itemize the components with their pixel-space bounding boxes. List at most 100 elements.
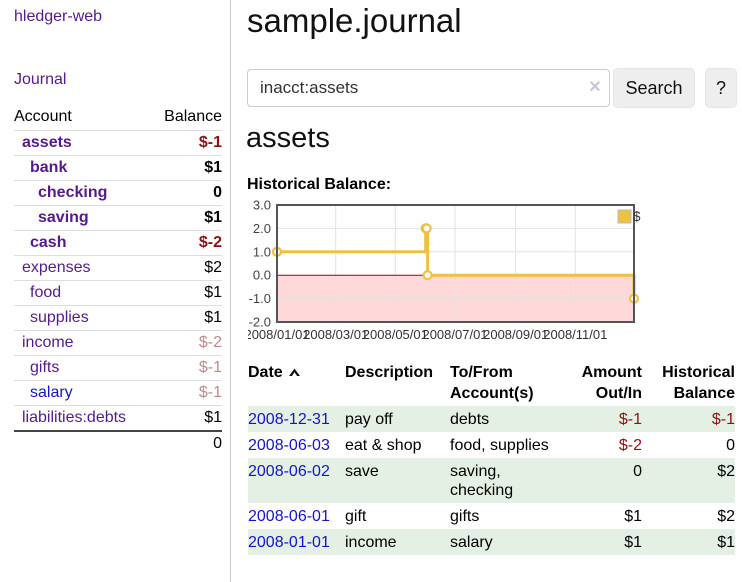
- search-input[interactable]: [247, 69, 610, 107]
- account-name-cell: bank: [14, 155, 152, 181]
- transaction-date-link[interactable]: 2008-12-31: [248, 411, 330, 428]
- account-name-cell: income: [14, 330, 152, 356]
- accounts-header-row: Account Balance: [14, 105, 222, 131]
- accounts-total-balance: 0: [14, 430, 222, 456]
- register-balance-cell: $2: [717, 508, 735, 525]
- transaction-date-link[interactable]: 2008-06-03: [248, 437, 330, 454]
- register-row: 2008-01-01 income salary $1 $1: [248, 529, 735, 555]
- x-axis-tick-label: 2008/05/01: [363, 327, 428, 342]
- account-balance: $1: [151, 280, 222, 306]
- account-link-supplies[interactable]: supplies: [30, 309, 89, 326]
- register-amount-cell: $-2: [618, 437, 642, 454]
- accounts-header-account: Account: [14, 108, 72, 125]
- account-balance: $-1: [151, 130, 222, 156]
- transaction-date-link[interactable]: 2008-06-02: [248, 463, 330, 480]
- register-header-date[interactable]: Date: [248, 360, 345, 406]
- accounts-total-row: 0: [14, 430, 222, 456]
- account-heading: assets: [246, 122, 330, 154]
- brand-link[interactable]: hledger-web: [14, 8, 103, 25]
- account-link-saving[interactable]: saving: [38, 209, 89, 226]
- register-date-cell: 2008-06-03: [248, 432, 345, 458]
- account-balance: $-1: [151, 380, 222, 406]
- register-row: 2008-12-31 pay off debts $-1 $-1: [248, 406, 735, 432]
- y-axis-tick-label: 1.0: [253, 244, 271, 259]
- transaction-date-link[interactable]: 2008-06-01: [248, 508, 330, 525]
- account-link-cash[interactable]: cash: [30, 234, 67, 251]
- register-accounts-cell: food, supplies: [450, 437, 549, 454]
- account-link-liabilities-debts[interactable]: liabilities:debts: [22, 409, 127, 426]
- register-header-date-label: Date: [248, 364, 283, 381]
- account-row: saving $1: [14, 205, 222, 231]
- account-row: income $-2: [14, 330, 222, 356]
- search-button[interactable]: Search: [613, 68, 695, 108]
- register-date-cell: 2008-01-01: [248, 529, 345, 555]
- register-header-row: Date Description To/From Account(s) Amou…: [248, 360, 735, 406]
- account-row: gifts $-1: [14, 355, 222, 381]
- register-description-cell: income: [345, 529, 450, 555]
- account-name-cell: checking: [14, 180, 152, 206]
- account-link-gifts[interactable]: gifts: [30, 359, 60, 376]
- register-accounts-cell: salary: [450, 529, 562, 555]
- account-name-cell: assets: [14, 130, 152, 156]
- account-name-cell: liabilities:debts: [14, 405, 152, 431]
- account-name-cell: food: [14, 280, 152, 306]
- data-point: [422, 270, 433, 281]
- register-amount-cell: $1: [562, 529, 642, 555]
- x-axis-tick-label: 2008/01/01: [248, 327, 310, 342]
- account-name-cell: gifts: [14, 355, 152, 381]
- account-link-food[interactable]: food: [30, 284, 62, 301]
- register-table: Date Description To/From Account(s) Amou…: [248, 360, 735, 555]
- register-row: 2008-06-03 eat & shop food, supplies $-2 0: [248, 432, 735, 458]
- register-amount-cell: $1: [624, 508, 642, 525]
- register-description-cell: gift: [345, 508, 367, 525]
- register-date-cell: 2008-06-02: [248, 458, 345, 503]
- register-amount-cell: 0: [562, 458, 642, 503]
- account-name-cell: saving: [14, 205, 152, 231]
- register-balance-cell: $1: [642, 529, 735, 555]
- y-axis-tick-label: 2.0: [253, 221, 271, 236]
- account-row: expenses $2: [14, 255, 222, 281]
- clear-search-icon[interactable]: ×: [589, 76, 601, 98]
- register-balance-cell: 0: [726, 437, 735, 454]
- account-name-cell: cash: [14, 230, 152, 256]
- help-button[interactable]: ?: [705, 68, 737, 108]
- sidebar-item-journal[interactable]: Journal: [14, 71, 67, 88]
- account-balance: $1: [151, 205, 222, 231]
- account-link-expenses[interactable]: expenses: [22, 259, 91, 276]
- register-description-cell: save: [345, 458, 450, 503]
- register-row: 2008-06-02 save saving, checking 0 $2: [248, 458, 735, 503]
- chart-border: [276, 204, 635, 323]
- account-balance: $-1: [151, 355, 222, 381]
- y-axis-tick-label: -1.0: [249, 291, 271, 306]
- transaction-date-link[interactable]: 2008-01-01: [248, 534, 330, 551]
- register-description-cell: eat & shop: [345, 437, 422, 454]
- register-row: 2008-06-01 gift gifts $1 $2: [248, 503, 735, 529]
- sidebar: hledger-web Journal Account Balance asse…: [0, 0, 231, 582]
- account-balance: $1: [151, 155, 222, 181]
- register-header-accounts: To/From Account(s): [450, 364, 534, 402]
- register-balance-cell: $-1: [642, 406, 735, 432]
- register-header-balance: Historical Balance: [662, 364, 735, 402]
- accounts-table: Account Balance assets $-1 bank $1 checking 0…: [14, 105, 222, 456]
- account-name-cell: supplies: [14, 305, 152, 331]
- register-balance-cell: $2: [642, 458, 735, 503]
- register-accounts-cell: saving, checking: [450, 458, 562, 503]
- account-link-assets[interactable]: assets: [22, 134, 72, 151]
- register-accounts-cell: gifts: [450, 508, 480, 525]
- account-row: assets $-1: [14, 130, 222, 156]
- account-link-checking[interactable]: checking: [38, 184, 108, 201]
- account-link-bank[interactable]: bank: [30, 159, 68, 176]
- account-row: food $1: [14, 280, 222, 306]
- accounts-header-balance: Balance: [164, 108, 222, 125]
- register-header-amount: Amount Out/In: [581, 364, 642, 402]
- register-date-cell: 2008-12-31: [248, 406, 345, 432]
- x-axis-tick-label: 2008/07/01: [422, 327, 487, 342]
- register-amount-cell: $-1: [562, 406, 642, 432]
- register-header-description: Description: [345, 364, 434, 381]
- y-axis-tick-label: 0.0: [253, 268, 271, 283]
- x-axis-tick-label: 2008/11/01: [543, 327, 607, 342]
- account-link-income[interactable]: income: [22, 334, 74, 351]
- account-link-salary[interactable]: salary: [30, 384, 73, 401]
- account-row: checking 0: [14, 180, 222, 206]
- historical-balance-chart[interactable]: $3.0 2.0 1.0 0.0 -1.0 -2.0 2008/01/01 2008/03/0…: [244, 198, 648, 348]
